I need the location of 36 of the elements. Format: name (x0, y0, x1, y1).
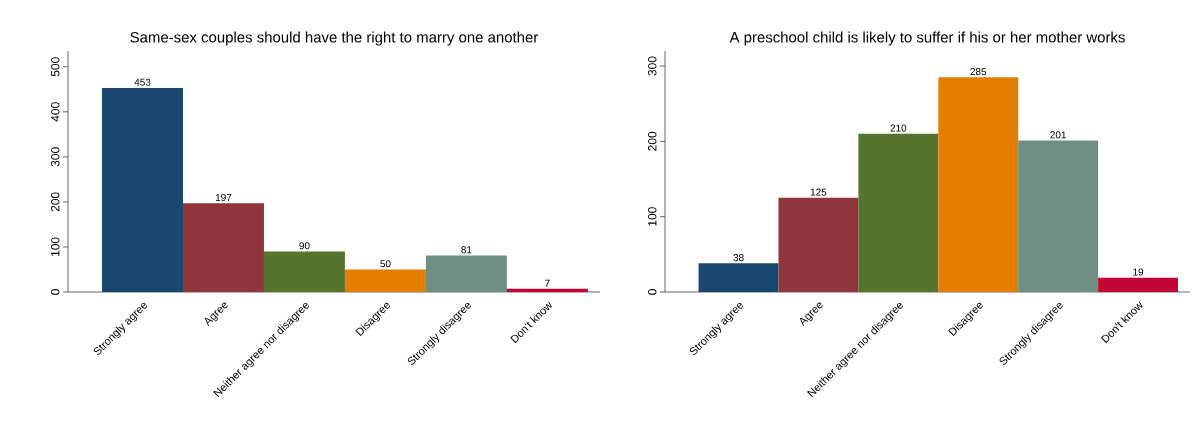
chart-title: A preschool child is likely to suffer if his or her mother works (729, 31, 1125, 46)
bar (263, 251, 345, 292)
y-tick-label: 100 (51, 237, 60, 257)
y-tick-label: 0 (51, 289, 60, 295)
y-tick-label: 0 (648, 289, 657, 295)
data-label: 285 (970, 68, 987, 76)
bar (344, 269, 426, 292)
bar (425, 255, 507, 292)
bar (1098, 277, 1179, 292)
data-label: 81 (461, 246, 472, 254)
y-tick-label: 200 (51, 192, 60, 212)
bar (102, 87, 183, 292)
y-tick-label: 400 (51, 102, 60, 122)
bar (182, 203, 264, 292)
y-tick-label: 300 (51, 147, 60, 167)
data-label: 90 (299, 242, 310, 250)
bar (1018, 140, 1099, 292)
y-tick-label: 500 (51, 57, 60, 77)
bar (858, 133, 939, 292)
data-label: 50 (380, 260, 391, 268)
data-label: 19 (1133, 268, 1144, 276)
y-tick-label: 200 (648, 131, 657, 151)
bar (938, 77, 1019, 292)
data-label: 38 (733, 254, 744, 262)
y-tick-label: 300 (648, 56, 657, 76)
data-label: 7 (545, 279, 550, 287)
bar (506, 288, 588, 292)
y-tick-label: 100 (648, 207, 657, 226)
chart-title: Same-sex couples should have the right to marry one another (130, 31, 539, 46)
bar (778, 197, 859, 292)
data-label: 197 (215, 194, 232, 202)
data-label: 210 (890, 124, 907, 132)
data-label: 453 (134, 78, 151, 86)
bar (698, 263, 779, 292)
data-label: 201 (1050, 131, 1066, 139)
data-label: 125 (810, 188, 827, 196)
